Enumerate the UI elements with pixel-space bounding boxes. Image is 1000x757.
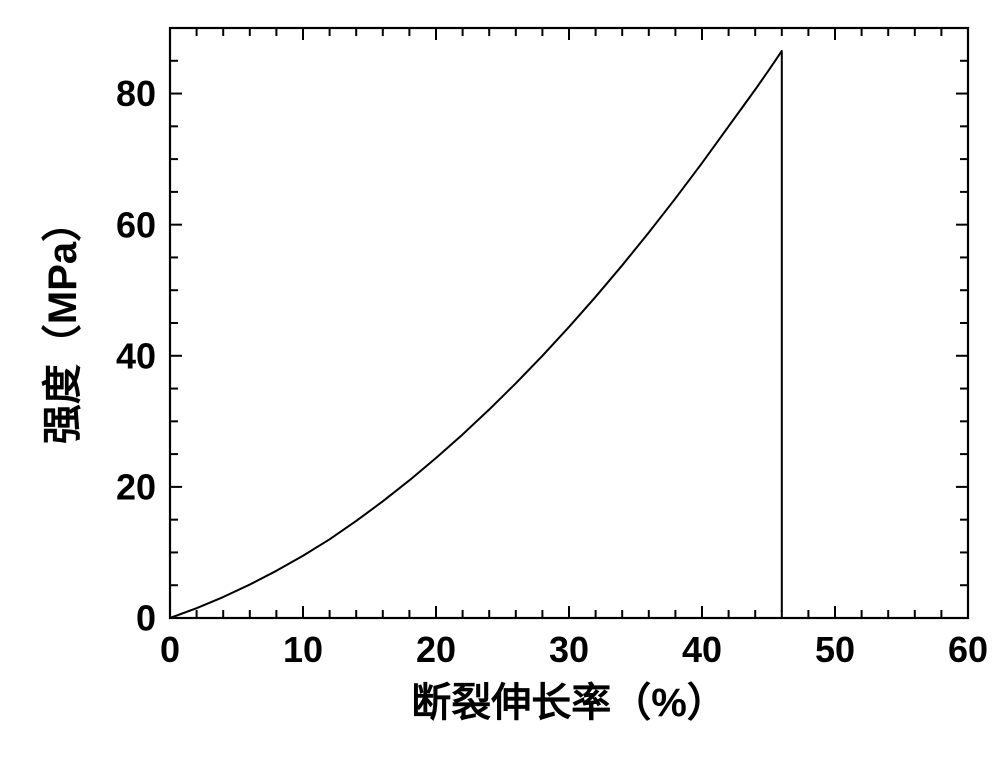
- svg-text:0: 0: [136, 598, 156, 639]
- svg-text:10: 10: [283, 629, 323, 670]
- svg-text:60: 60: [116, 204, 156, 245]
- svg-text:20: 20: [116, 466, 156, 507]
- svg-text:0: 0: [160, 629, 180, 670]
- svg-text:40: 40: [116, 335, 156, 376]
- svg-text:断裂伸长率（%）: 断裂伸长率（%）: [411, 681, 727, 725]
- chart-container: 0 10 20 30 40 50 60 0 20 40 60 80 断裂伸长率（%） 强度（MPa）: [0, 0, 1000, 757]
- svg-text:60: 60: [948, 629, 988, 670]
- svg-text:40: 40: [682, 629, 722, 670]
- svg-text:强度（MPa）: 强度（MPa）: [41, 202, 85, 444]
- svg-text:80: 80: [116, 73, 156, 114]
- stress-strain-chart: 0 10 20 30 40 50 60 0 20 40 60 80 断裂伸长率（%） 强度（MPa）: [0, 0, 1000, 757]
- svg-text:50: 50: [815, 629, 855, 670]
- svg-text:30: 30: [549, 629, 589, 670]
- svg-text:20: 20: [416, 629, 456, 670]
